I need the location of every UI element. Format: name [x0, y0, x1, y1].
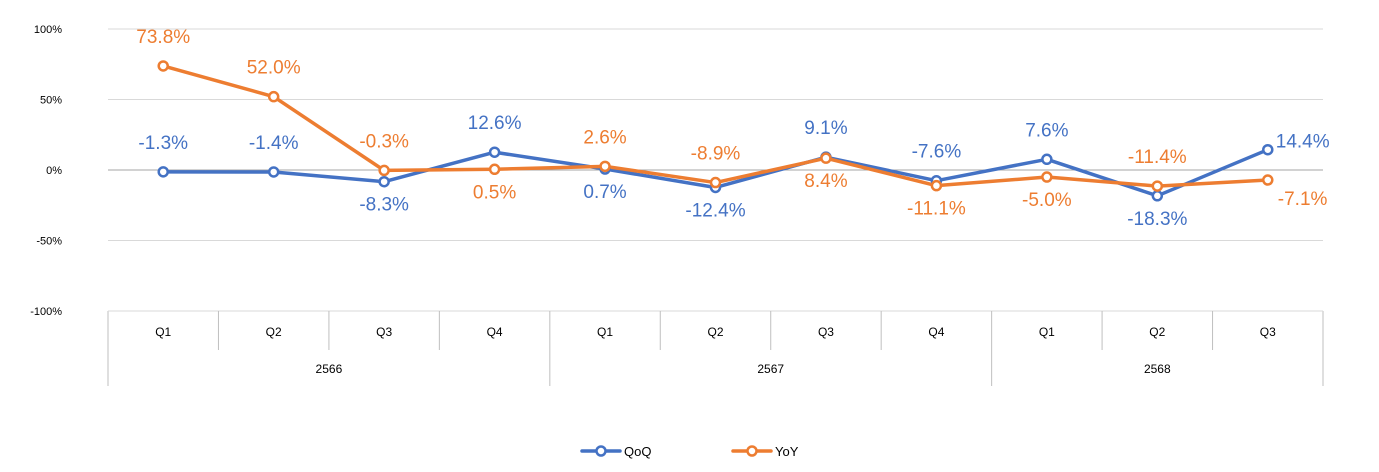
data-label-qoq: -8.3%: [359, 195, 409, 216]
y-tick-label: 50%: [40, 95, 62, 107]
data-label-qoq: 12.6%: [468, 113, 522, 134]
data-label-layer: -1.3% -1.4% -8.3% 12.6% 0.7% -12.4% 9.1% -7.6% 7…: [136, 27, 1329, 230]
legend-marker-yoy: [746, 445, 758, 457]
data-point-yoy: [1262, 174, 1274, 186]
legend-label-qoq: QoQ: [624, 444, 651, 459]
category-label: Q3: [818, 325, 834, 339]
data-label-qoq: -12.4%: [685, 200, 745, 221]
category-label: Q2: [266, 325, 282, 339]
data-label-qoq: -1.3%: [138, 133, 188, 154]
legend: QoQ YoY: [580, 444, 799, 459]
y-tick-label: -100%: [30, 306, 62, 318]
data-point-qoq: [378, 175, 390, 188]
data-point-yoy: [709, 176, 722, 189]
data-label-yoy: 8.4%: [804, 171, 847, 192]
data-point-yoy: [378, 164, 390, 177]
group-label: 2567: [757, 362, 784, 376]
data-point-yoy: [1151, 180, 1164, 192]
series-line-yoy: [161, 64, 1270, 188]
data-point-yoy: [488, 163, 501, 176]
category-label: Q3: [1260, 325, 1276, 339]
category-label: Q3: [376, 325, 392, 339]
category-label: Q1: [597, 325, 613, 339]
y-tick-label: -50%: [36, 236, 62, 248]
data-point-yoy: [820, 152, 832, 164]
category-label: Q4: [928, 325, 944, 339]
data-point-yoy: [157, 60, 169, 72]
data-label-qoq: -1.4%: [249, 133, 299, 154]
data-label-yoy: -8.9%: [691, 144, 741, 165]
group-label: 2568: [1144, 362, 1171, 376]
data-point-qoq: [1041, 153, 1053, 166]
data-label-qoq: 7.6%: [1025, 120, 1068, 141]
category-label: Q1: [155, 325, 171, 339]
data-label-qoq: -7.6%: [912, 142, 962, 163]
data-point-yoy: [599, 160, 611, 173]
data-label-yoy: 73.8%: [136, 27, 190, 48]
data-label-qoq: -18.3%: [1127, 209, 1187, 230]
series-layer: [157, 60, 1274, 202]
data-point-yoy: [267, 90, 280, 103]
data-label-yoy: 2.6%: [583, 127, 626, 148]
data-point-qoq: [1262, 143, 1274, 156]
data-point-qoq: [1151, 190, 1164, 202]
category-label: Q2: [1149, 325, 1165, 339]
data-label-yoy: -11.4%: [1128, 147, 1187, 168]
data-label-yoy: -7.1%: [1278, 189, 1328, 210]
legend-label-yoy: YoY: [775, 444, 799, 459]
data-label-qoq: 9.1%: [804, 118, 847, 139]
legend-marker-qoq: [595, 445, 607, 457]
category-label: Q2: [707, 325, 723, 339]
data-label-yoy: -5.0%: [1022, 190, 1072, 211]
category-label: Q4: [487, 325, 503, 339]
data-point-qoq: [157, 166, 169, 178]
data-label-yoy: -0.3%: [359, 131, 409, 152]
data-label-qoq: 14.4%: [1276, 132, 1330, 153]
category-label: Q1: [1039, 325, 1055, 339]
data-point-yoy: [930, 179, 943, 192]
axis-layer: 100% 50% 0% -50% -100% Q1 Q2 Q3 Q4 Q1 Q2 Q3 Q4 Q1 Q2 Q3…: [30, 24, 1324, 386]
data-label-yoy: 52.0%: [247, 58, 301, 79]
data-point-yoy: [1041, 171, 1053, 183]
data-label-qoq: 0.7%: [583, 182, 626, 203]
y-tick-label: 0%: [46, 165, 62, 177]
data-point-qoq: [267, 166, 280, 178]
y-tick-label: 100%: [34, 24, 62, 36]
group-label: 2566: [316, 362, 343, 376]
data-label-yoy: 0.5%: [473, 182, 516, 203]
data-point-qoq: [488, 146, 501, 158]
data-label-yoy: -11.1%: [907, 199, 966, 220]
